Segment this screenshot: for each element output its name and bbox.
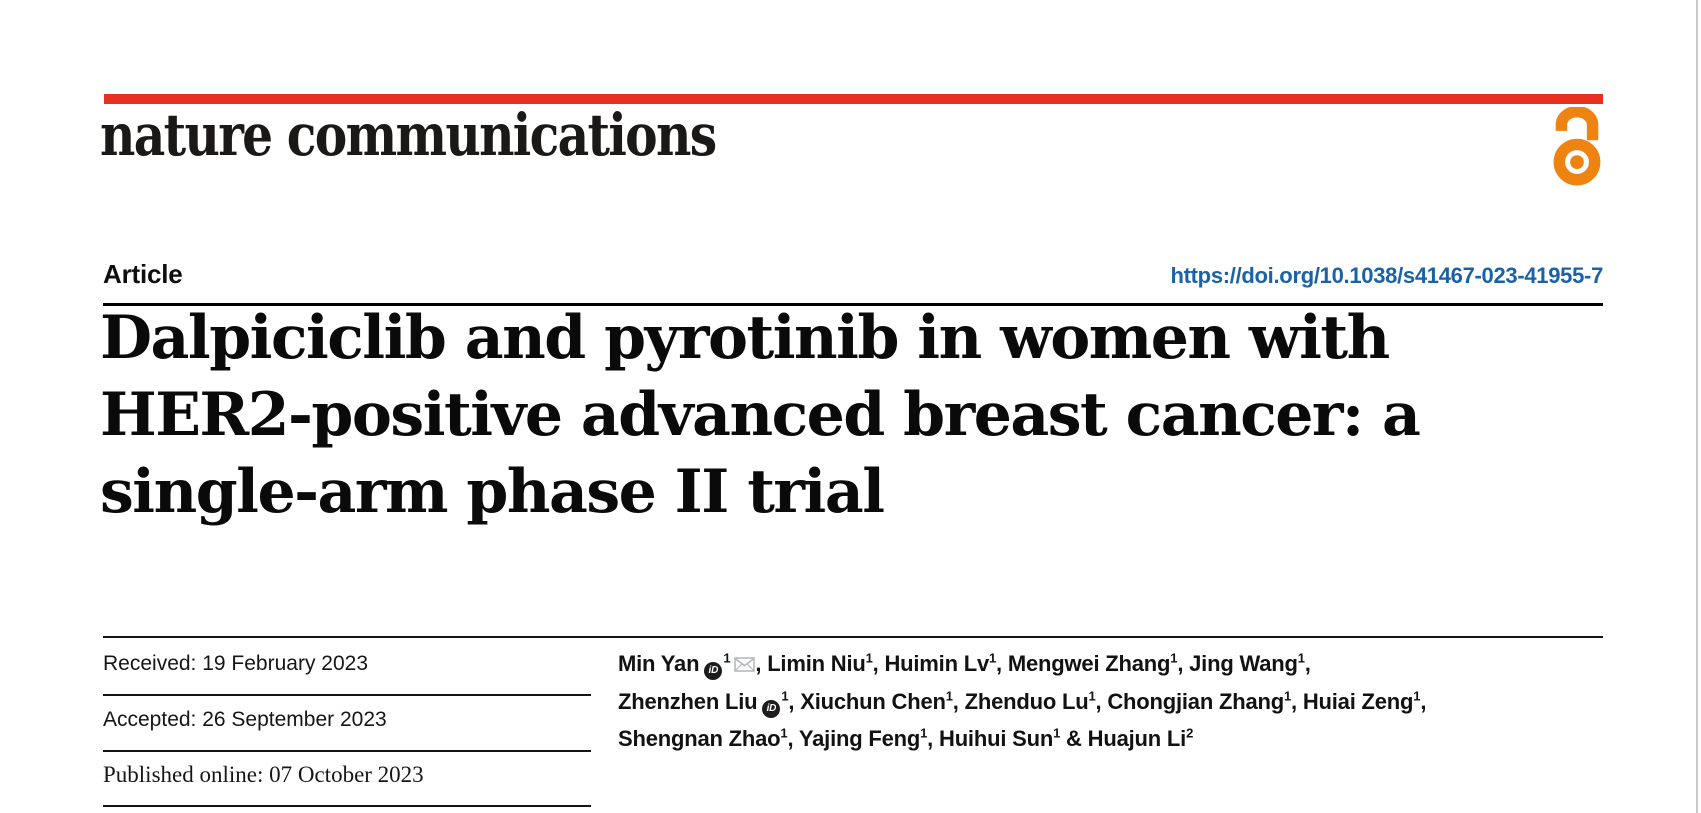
author-name: Shengnan Zhao bbox=[618, 726, 781, 751]
author-name: Zhenduo Lu bbox=[964, 689, 1089, 714]
author-name: Yajing Feng bbox=[798, 726, 921, 751]
affiliation-superscript: 1 bbox=[865, 650, 873, 666]
author-list: Min Yan iD1, Limin Niu1, Huimin Lv1, Meng… bbox=[618, 650, 1427, 751]
author-name: Limin Niu bbox=[767, 651, 866, 676]
masthead-red-bar bbox=[104, 94, 1603, 104]
author-name: Mengwei Zhang bbox=[1007, 651, 1171, 676]
affiliation-superscript: 1 bbox=[1170, 650, 1178, 666]
affiliation-superscript: 1 bbox=[723, 650, 731, 666]
orcid-icon[interactable]: iD bbox=[762, 699, 781, 718]
title-top-rule bbox=[103, 303, 1603, 306]
title-line-1: Dalpiciclib and pyrotinib in women with bbox=[100, 303, 1390, 373]
author-name: Huihui Sun bbox=[939, 726, 1054, 751]
meta-top-rule bbox=[103, 636, 1603, 638]
author-name: Zhenzhen Liu bbox=[618, 689, 758, 714]
affiliation-superscript: 1 bbox=[945, 688, 953, 704]
author-name: Chongjian Zhang bbox=[1107, 689, 1284, 714]
affiliation-superscript: 1 bbox=[1053, 725, 1061, 741]
affiliation-superscript: 1 bbox=[1283, 688, 1291, 704]
journal-logo: nature communications bbox=[100, 101, 717, 169]
affiliation-superscript: 1 bbox=[781, 688, 789, 704]
affiliation-superscript: 1 bbox=[780, 725, 788, 741]
affiliation-superscript: 1 bbox=[1297, 650, 1305, 666]
author-name: Huiai Zeng bbox=[1302, 689, 1414, 714]
title-line-2: HER2-positive advanced breast cancer: a bbox=[100, 380, 1421, 450]
affiliation-superscript: 1 bbox=[989, 650, 997, 666]
divider bbox=[103, 694, 591, 696]
divider bbox=[103, 750, 591, 752]
divider bbox=[103, 805, 591, 807]
received-date: Received: 19 February 2023 bbox=[103, 652, 368, 675]
page-edge-divider bbox=[1696, 0, 1698, 813]
accepted-date: Accepted: 26 September 2023 bbox=[103, 708, 387, 731]
orcid-icon[interactable]: iD bbox=[704, 661, 723, 680]
published-date: Published online: 07 October 2023 bbox=[103, 762, 424, 787]
author-name: Huajun Li bbox=[1087, 726, 1187, 751]
article-title: Dalpiciclib and pyrotinib in women with … bbox=[100, 300, 1550, 531]
affiliation-superscript: 1 bbox=[1088, 688, 1096, 704]
affiliation-superscript: 2 bbox=[1186, 725, 1194, 741]
author-name: Huimin Lv bbox=[884, 651, 990, 676]
author-name: Xiuchun Chen bbox=[800, 689, 946, 714]
open-access-lock-icon bbox=[1551, 106, 1603, 191]
doi-link[interactable]: https://doi.org/10.1038/s41467-023-41955… bbox=[1170, 263, 1603, 288]
article-type-label: Article bbox=[103, 259, 183, 289]
affiliation-superscript: 1 bbox=[920, 725, 928, 741]
author-name: Jing Wang bbox=[1189, 651, 1298, 676]
author-name: Min Yan bbox=[618, 651, 700, 676]
affiliation-superscript: 1 bbox=[1413, 688, 1421, 704]
envelope-icon[interactable] bbox=[734, 652, 756, 677]
title-line-3: single-arm phase II trial bbox=[100, 457, 885, 527]
